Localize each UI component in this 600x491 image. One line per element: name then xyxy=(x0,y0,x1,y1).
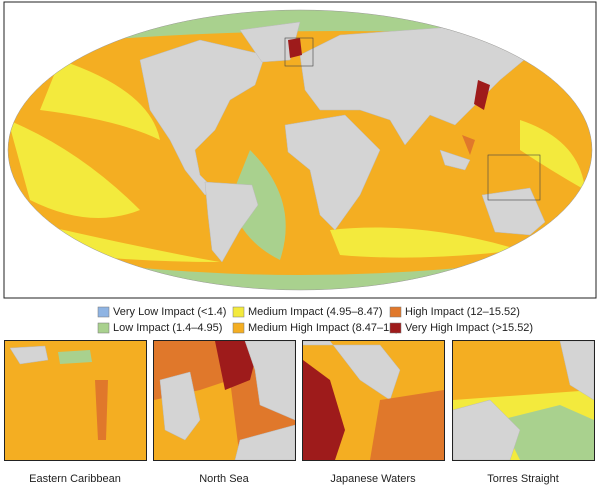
world-map xyxy=(8,10,592,290)
hotspot xyxy=(474,80,490,110)
zone xyxy=(215,341,260,390)
zone xyxy=(8,120,140,218)
land xyxy=(453,399,521,460)
legend-label: High Impact (12–15.52) xyxy=(405,306,520,318)
globe-outline xyxy=(7,9,593,291)
zone xyxy=(330,227,520,258)
zone xyxy=(370,390,444,460)
south-america xyxy=(204,181,259,263)
inset-map xyxy=(303,341,444,460)
land xyxy=(234,424,295,460)
inset-frame xyxy=(302,340,445,461)
inset-locator xyxy=(487,154,541,201)
land xyxy=(244,341,295,421)
zone xyxy=(40,60,160,140)
zone xyxy=(500,405,594,460)
legend-swatch xyxy=(97,306,110,318)
zone xyxy=(520,120,585,190)
land xyxy=(9,345,49,365)
legend-swatch xyxy=(389,322,402,334)
legend-swatch xyxy=(232,322,245,334)
land xyxy=(559,341,594,401)
inset-label: Eastern Caribbean xyxy=(29,473,121,485)
hotspot xyxy=(288,38,302,58)
inset-frame xyxy=(4,340,147,461)
legend-label: Medium Impact (4.95–8.47) xyxy=(248,306,383,318)
legend-label: Very High Impact (>15.52) xyxy=(405,322,533,334)
legend-swatch xyxy=(97,322,110,334)
inset-map xyxy=(453,341,594,460)
zone xyxy=(58,350,92,364)
islands xyxy=(439,149,471,171)
inset-frame xyxy=(452,340,595,461)
map-frame xyxy=(3,1,597,299)
inset-map xyxy=(154,341,295,460)
inset-label: North Sea xyxy=(199,473,249,485)
inset-map xyxy=(5,341,146,460)
legend-label: Medium High Impact (8.47–12) xyxy=(248,322,399,334)
africa xyxy=(284,114,381,231)
zone xyxy=(453,341,594,400)
inset-frame xyxy=(153,340,296,461)
inset-label: Japanese Waters xyxy=(330,473,416,485)
legend-label: Very Low Impact (<1.4) xyxy=(113,306,226,318)
inset-label: Torres Straight xyxy=(487,473,559,485)
zone xyxy=(95,380,108,440)
land xyxy=(159,371,201,441)
land xyxy=(303,341,401,401)
legend-swatch xyxy=(389,306,402,318)
legend-swatch xyxy=(232,306,245,318)
inset-locator xyxy=(284,37,314,67)
legend-label: Low Impact (1.4–4.95) xyxy=(113,322,222,334)
zone xyxy=(303,360,345,460)
hotspot xyxy=(462,135,475,155)
